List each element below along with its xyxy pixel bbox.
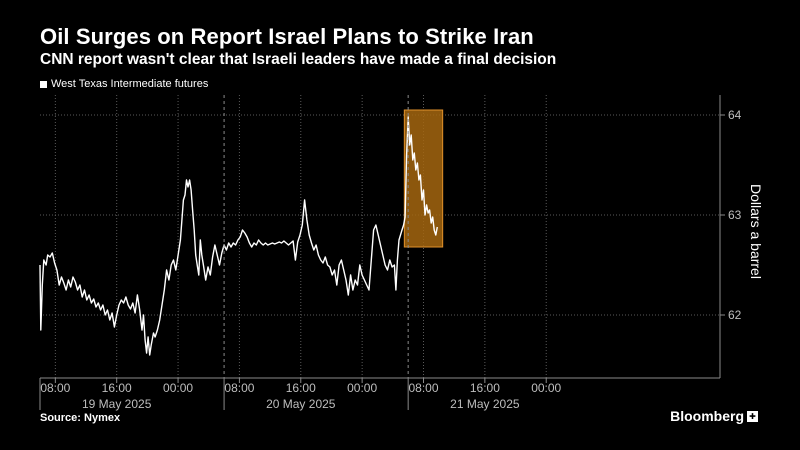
x-date-label: 20 May 2025	[266, 397, 336, 411]
x-date-label: 19 May 2025	[82, 397, 152, 411]
legend-swatch	[40, 80, 47, 88]
y-axis-label: Dollars a barrel	[748, 184, 764, 279]
axes: 62 63 64 08:00 16:00 00:00 08:00 16:00 00:00 08:0…	[39, 95, 742, 411]
grid	[40, 95, 720, 378]
chart-title: Oil Surges on Report Israel Plans to Str…	[40, 24, 534, 49]
brand-name: Bloomberg	[670, 408, 744, 424]
brand-logo: Bloomberg ✚	[670, 408, 758, 424]
y-tick-label: 64	[728, 108, 742, 122]
bloomberg-mark-icon: ✚	[747, 410, 758, 422]
x-date-label: 21 May 2025	[450, 397, 520, 411]
x-tick-label: 00:00	[347, 381, 377, 395]
highlight-region	[403, 109, 444, 248]
source-note: Source: Nymex	[40, 412, 121, 424]
price-series	[39, 116, 438, 356]
x-tick-label: 16:00	[470, 381, 500, 395]
legend-label: West Texas Intermediate futures	[51, 78, 209, 90]
x-tick-label: 00:00	[531, 381, 561, 395]
chart-subtitle: CNN report wasn't clear that Israeli lea…	[40, 51, 557, 68]
highlight-box	[403, 109, 444, 248]
legend: West Texas Intermediate futures	[40, 78, 208, 90]
y-tick-label: 63	[728, 208, 742, 222]
x-tick-label: 00:00	[163, 381, 193, 395]
x-tick-label: 08:00	[408, 381, 438, 395]
x-tick-label: 16:00	[102, 381, 132, 395]
x-tick-label: 08:00	[224, 381, 254, 395]
series-line-wti	[39, 116, 438, 356]
x-tick-label: 08:00	[40, 381, 70, 395]
y-tick-label: 62	[728, 308, 742, 322]
x-tick-label: 16:00	[286, 381, 316, 395]
